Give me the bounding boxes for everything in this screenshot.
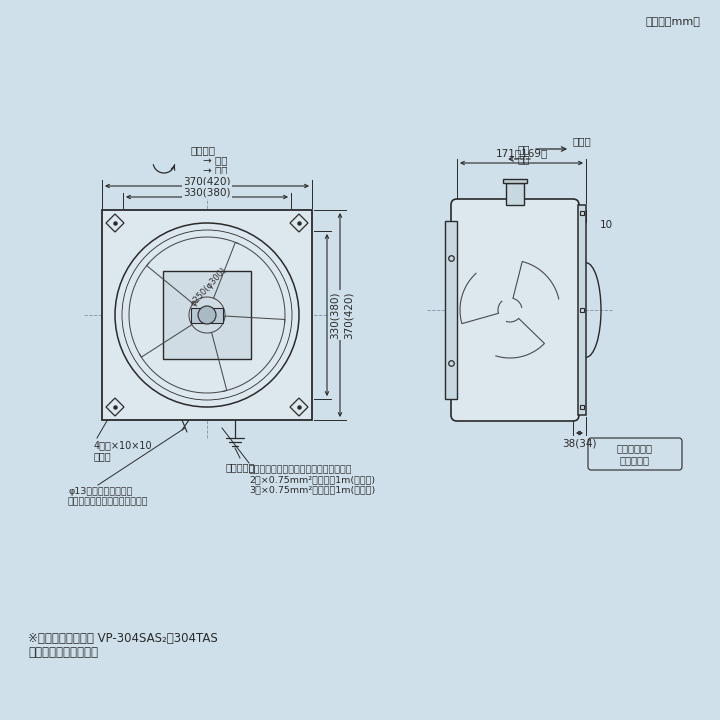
Text: （単位：mm）: （単位：mm） bbox=[645, 17, 700, 27]
Text: アースねじ: アースねじ bbox=[225, 462, 255, 472]
Text: 330(380): 330(380) bbox=[330, 292, 340, 338]
Text: 回転方向: 回転方向 bbox=[191, 145, 215, 155]
Text: 50: 50 bbox=[508, 183, 521, 193]
Text: 特殊耐熱ビニールキャブタイヤケーブル
2芯×0.75mm²　有効長1m(単相品)
3芯×0.75mm²　有効長1m(三相品): 特殊耐熱ビニールキャブタイヤケーブル 2芯×0.75mm² 有効長1m(単相品)… bbox=[249, 465, 375, 495]
Bar bbox=[102, 210, 312, 420]
Bar bbox=[445, 221, 457, 400]
Circle shape bbox=[198, 306, 216, 324]
Text: 38(34): 38(34) bbox=[562, 438, 597, 448]
FancyBboxPatch shape bbox=[451, 199, 579, 421]
Text: 色調：ステンレス地色: 色調：ステンレス地色 bbox=[28, 647, 98, 660]
Text: 330(380): 330(380) bbox=[184, 187, 230, 197]
Text: φ13穴（キャップ付）
電気式シャッターコード取出用: φ13穴（キャップ付） 電気式シャッターコード取出用 bbox=[68, 487, 148, 506]
Bar bbox=[506, 183, 524, 205]
Text: 10: 10 bbox=[600, 220, 613, 230]
Text: → 排気: → 排気 bbox=[203, 155, 228, 165]
Text: ※（　）内の寸法は VP-304SAS₂・304TAS: ※（ ）内の寸法は VP-304SAS₂・304TAS bbox=[28, 631, 217, 644]
Text: 4ヶ所×10×10
取付穴: 4ヶ所×10×10 取付穴 bbox=[94, 440, 153, 462]
Text: 370(420): 370(420) bbox=[184, 176, 230, 186]
Text: 排気: 排気 bbox=[518, 144, 530, 154]
Text: 風方向: 風方向 bbox=[573, 136, 592, 146]
Text: → 給気: → 給気 bbox=[203, 165, 228, 175]
Bar bbox=[578, 205, 586, 415]
Text: 171（169）: 171（169） bbox=[495, 148, 548, 158]
Text: 給気の場合の
羽根の位置: 給気の場合の 羽根の位置 bbox=[617, 444, 653, 465]
Bar bbox=[503, 179, 527, 183]
Text: φ250(φ300): φ250(φ300) bbox=[189, 266, 228, 308]
Text: 給気: 給気 bbox=[518, 154, 530, 164]
Text: 370(420): 370(420) bbox=[344, 292, 354, 338]
Bar bbox=[191, 307, 223, 323]
Bar bbox=[163, 271, 251, 359]
